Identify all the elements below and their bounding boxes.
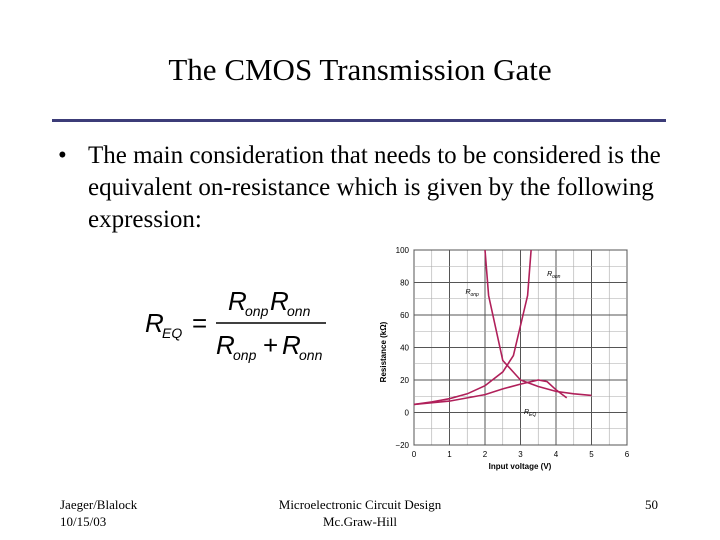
eq-lhs: R <box>145 308 164 338</box>
footer-book-title: Microelectronic Circuit Design <box>278 497 442 512</box>
chart-series-line-onn <box>484 249 592 397</box>
chart-series-line-onp <box>413 249 532 406</box>
footer-author-line: Jaeger/Blalock <box>60 497 138 512</box>
eq-equals: = <box>192 308 207 338</box>
chart-x-tick-label: 5 <box>589 450 594 459</box>
chart-series-label-text: R <box>524 409 529 416</box>
chart-series-label-subscript: onn <box>552 274 561 280</box>
chart-y-tick-label: 0 <box>405 409 410 418</box>
eq-den-b-sub: onn <box>299 347 323 363</box>
slide-title: The CMOS Transmission Gate <box>168 52 552 87</box>
chart-series-label-EQ: R EQ <box>524 409 536 418</box>
eq-den-a-sub: onp <box>233 347 257 363</box>
chart-x-tick-label: 4 <box>554 450 559 459</box>
eq-num-b: R <box>270 286 289 316</box>
footer-date: 10/15/03 <box>60 514 107 529</box>
footer-page-number: 50 <box>645 497 658 512</box>
chart-series-label-subscript: onp <box>470 292 479 298</box>
chart-x-tick-label: 3 <box>518 450 523 459</box>
chart-y-tick-label: 20 <box>400 376 409 385</box>
chart-series-label-subscript: EQ <box>529 412 536 418</box>
eq-num-a-sub: onp <box>245 303 269 319</box>
chart-x-tick-label: 2 <box>483 450 488 459</box>
chart-series-label-text: R <box>547 271 552 278</box>
eq-plus: + <box>263 330 278 360</box>
chart-x-tick-label: 6 <box>625 450 630 459</box>
chart-y-tick-label: 60 <box>400 311 409 320</box>
chart-y-tick-label: −20 <box>395 441 409 450</box>
eq-lhs-sub: EQ <box>162 325 182 341</box>
footer-book: Microelectronic Circuit Design Mc.Graw-H… <box>230 496 490 530</box>
footer-author: Jaeger/Blalock 10/15/03 <box>60 496 137 530</box>
footer-publisher: Mc.Graw-Hill <box>322 514 397 529</box>
chart-series <box>413 249 592 406</box>
chart-y-tick-label: 80 <box>400 279 409 288</box>
eq-num-b-sub: onn <box>287 303 311 319</box>
chart-grid <box>413 249 628 446</box>
chart-x-tick-label: 1 <box>447 450 452 459</box>
bullet-dot: • <box>58 142 67 169</box>
eq-den-a: R <box>216 330 235 360</box>
chart-series-label-text: R <box>465 289 470 296</box>
chart-x-axis-label: Input voltage (V) <box>489 462 552 471</box>
equivalent-resistance-equation: R EQ = R onp R onn R onp + R onn <box>145 286 326 363</box>
bullet-text: The main consideration that needs to be … <box>88 142 661 233</box>
chart-y-tick-label: 40 <box>400 344 409 353</box>
title-divider <box>52 119 666 122</box>
eq-num-a: R <box>228 286 247 316</box>
eq-den-b: R <box>282 330 301 360</box>
chart-x-tick-label: 0 <box>412 450 417 459</box>
chart-y-tick-label: 100 <box>396 246 410 255</box>
chart-series-line-EQ <box>413 379 568 406</box>
chart-y-axis-label: Resistance (kΩ) <box>379 321 388 382</box>
